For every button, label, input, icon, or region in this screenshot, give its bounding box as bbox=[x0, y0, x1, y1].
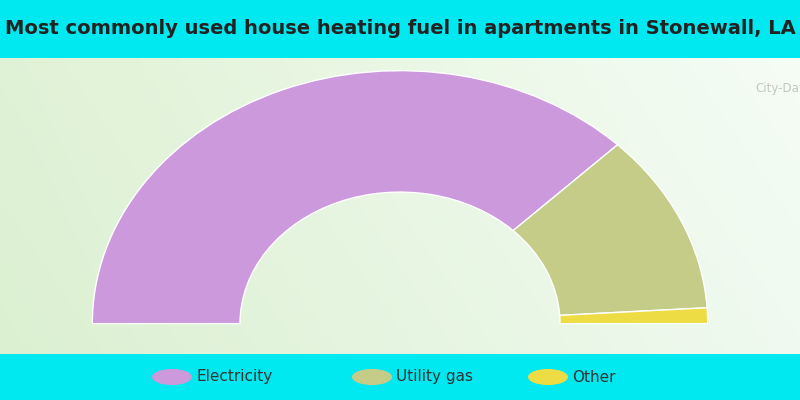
Text: City-Data.com: City-Data.com bbox=[755, 82, 800, 95]
Ellipse shape bbox=[352, 369, 392, 385]
Text: Utility gas: Utility gas bbox=[396, 370, 473, 384]
Ellipse shape bbox=[152, 369, 192, 385]
Wedge shape bbox=[92, 71, 618, 324]
Text: Electricity: Electricity bbox=[196, 370, 272, 384]
Ellipse shape bbox=[528, 369, 568, 385]
Text: Most commonly used house heating fuel in apartments in Stonewall, LA: Most commonly used house heating fuel in… bbox=[5, 20, 795, 38]
Wedge shape bbox=[560, 308, 708, 324]
Text: Other: Other bbox=[572, 370, 615, 384]
Wedge shape bbox=[513, 145, 707, 315]
